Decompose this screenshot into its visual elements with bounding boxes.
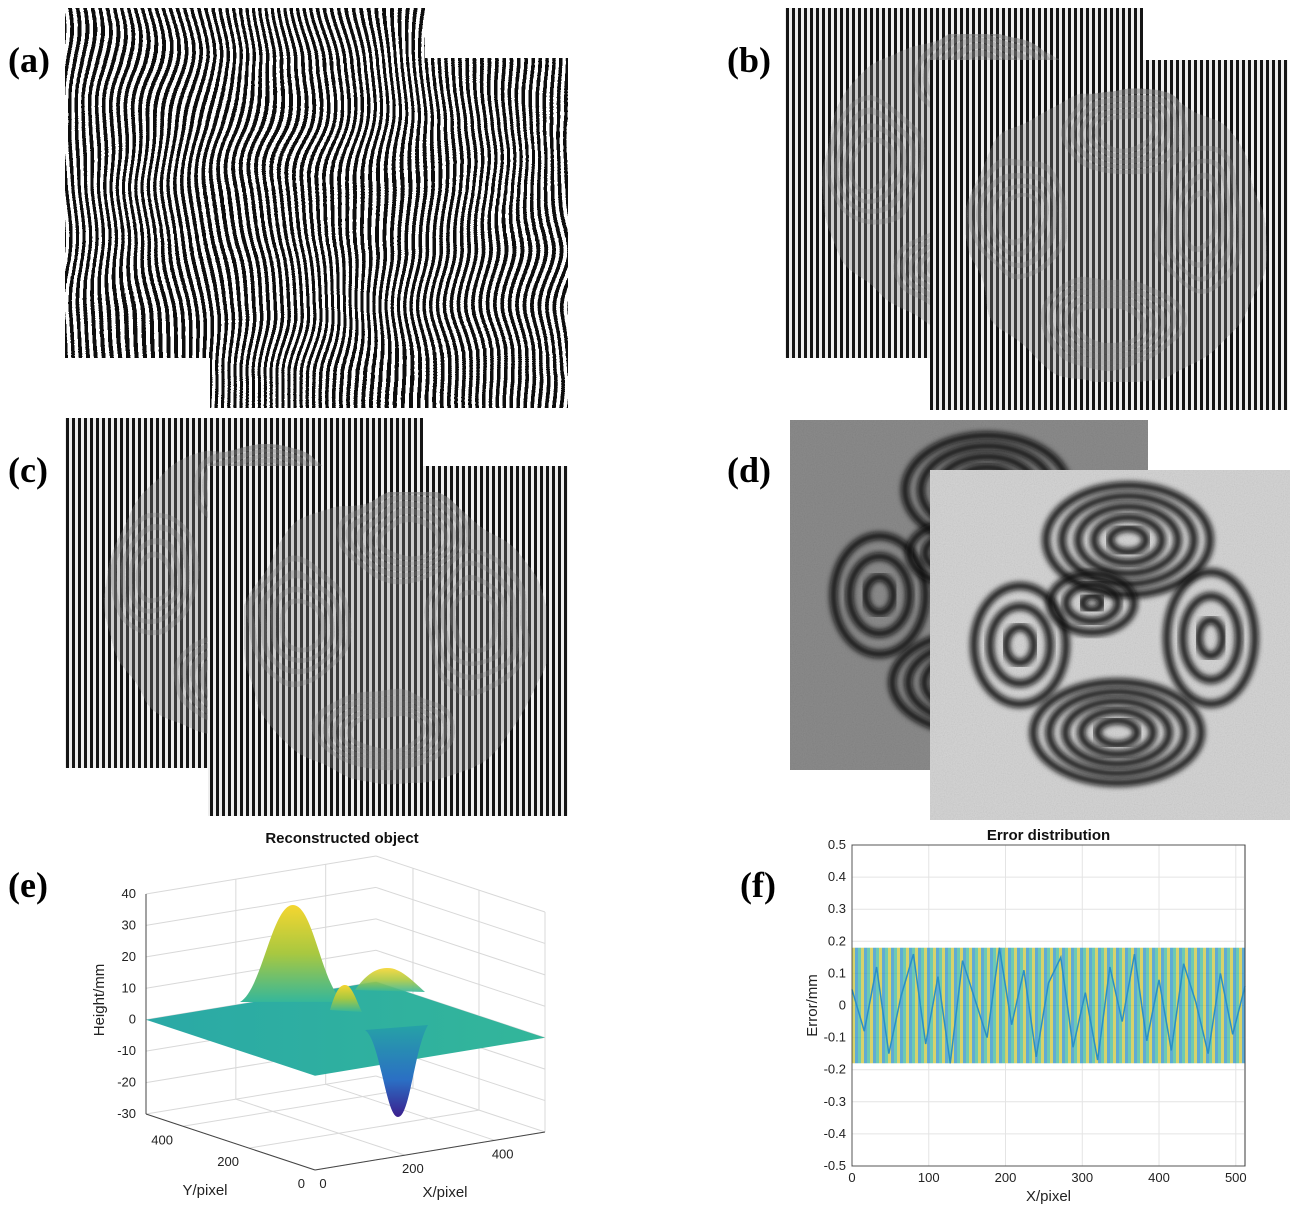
grid-line: [236, 1099, 405, 1155]
grid-line: [146, 1076, 376, 1114]
figure: -30-20-1001020304002004000200400Reconstr…: [0, 0, 1293, 1209]
z-tick-label: -20: [117, 1075, 136, 1090]
y-tick-label: 0.4: [828, 869, 846, 884]
grid-line: [376, 887, 545, 943]
panel-label: (e): [8, 865, 48, 905]
y-tick-label: -0.2: [824, 1062, 846, 1077]
fringe-overlay: [966, 86, 1267, 382]
z-tick-label: 40: [122, 886, 136, 901]
z-tick-label: 30: [122, 917, 136, 932]
grid-line: [376, 856, 545, 912]
axis-label: Error/mm: [804, 974, 821, 1037]
surface-valley: [365, 1025, 428, 1117]
x-tick-label: 500: [1225, 1170, 1247, 1185]
x-tick-label: 0: [848, 1170, 855, 1185]
fringe-image: [180, 28, 598, 438]
panel-label: (b): [727, 40, 771, 80]
z-tick-label: 10: [122, 980, 136, 995]
y-tick-label: 200: [217, 1154, 239, 1169]
y-tick-label: -0.5: [824, 1158, 846, 1173]
fringe-overlay: [244, 492, 546, 788]
y-tick-label: 0.2: [828, 933, 846, 948]
z-tick-label: 20: [122, 949, 136, 964]
y-tick-label: 400: [151, 1132, 173, 1147]
charts: -30-20-1001020304002004000200400Reconstr…: [91, 827, 1247, 1205]
panel-label: (c): [8, 450, 48, 490]
x-tick-label: 100: [918, 1170, 940, 1185]
y-tick-label: 0: [839, 998, 846, 1013]
y-tick-label: 0.5: [828, 837, 846, 852]
fringe-blob: [244, 494, 546, 788]
axis-label: Height/mm: [91, 964, 108, 1037]
panel-label: (f): [740, 865, 776, 905]
fringe-blob: [966, 88, 1267, 382]
x-tick-label: 200: [995, 1170, 1017, 1185]
z-tick-label: 0: [129, 1012, 136, 1027]
y-tick-label: -0.3: [824, 1094, 846, 1109]
fringe-image: [930, 60, 1288, 410]
chart-title: Reconstructed object: [265, 830, 418, 847]
grid-line: [249, 1110, 479, 1148]
fringe-image: [208, 466, 568, 816]
y-tick-label: 0: [298, 1176, 305, 1191]
y-tick-label: -0.4: [824, 1126, 846, 1141]
panel-label: (d): [727, 450, 771, 490]
stripes: [180, 28, 598, 438]
grid-line: [146, 887, 376, 925]
z-tick-label: -10: [117, 1043, 136, 1058]
axis-label: Y/pixel: [182, 1182, 227, 1199]
chart-title: Error distribution: [987, 827, 1110, 844]
fringe-image: [930, 470, 1290, 820]
panel-label: (a): [8, 40, 50, 80]
surface-bump: [355, 968, 425, 992]
x-tick-label: 400: [1148, 1170, 1170, 1185]
z-tick-label: -30: [117, 1106, 136, 1121]
x-tick-label: 0: [319, 1176, 326, 1191]
grid-line: [146, 919, 376, 957]
grid-line: [183, 1088, 413, 1126]
axis-label: X/pixel: [1026, 1188, 1071, 1205]
y-tick-label: -0.1: [824, 1030, 846, 1045]
surface-peak: [240, 905, 345, 1002]
y-tick-label: 0.3: [828, 901, 846, 916]
grid-line: [326, 1084, 495, 1140]
grid-line: [376, 919, 545, 975]
axis-label: X/pixel: [422, 1184, 467, 1201]
grid-line: [146, 856, 376, 894]
x-tick-label: 300: [1071, 1170, 1093, 1185]
fringe-images: [35, 0, 1290, 820]
x-tick-label: 200: [402, 1161, 424, 1176]
x-tick-label: 400: [492, 1146, 514, 1161]
y-tick-label: 0.1: [828, 965, 846, 980]
